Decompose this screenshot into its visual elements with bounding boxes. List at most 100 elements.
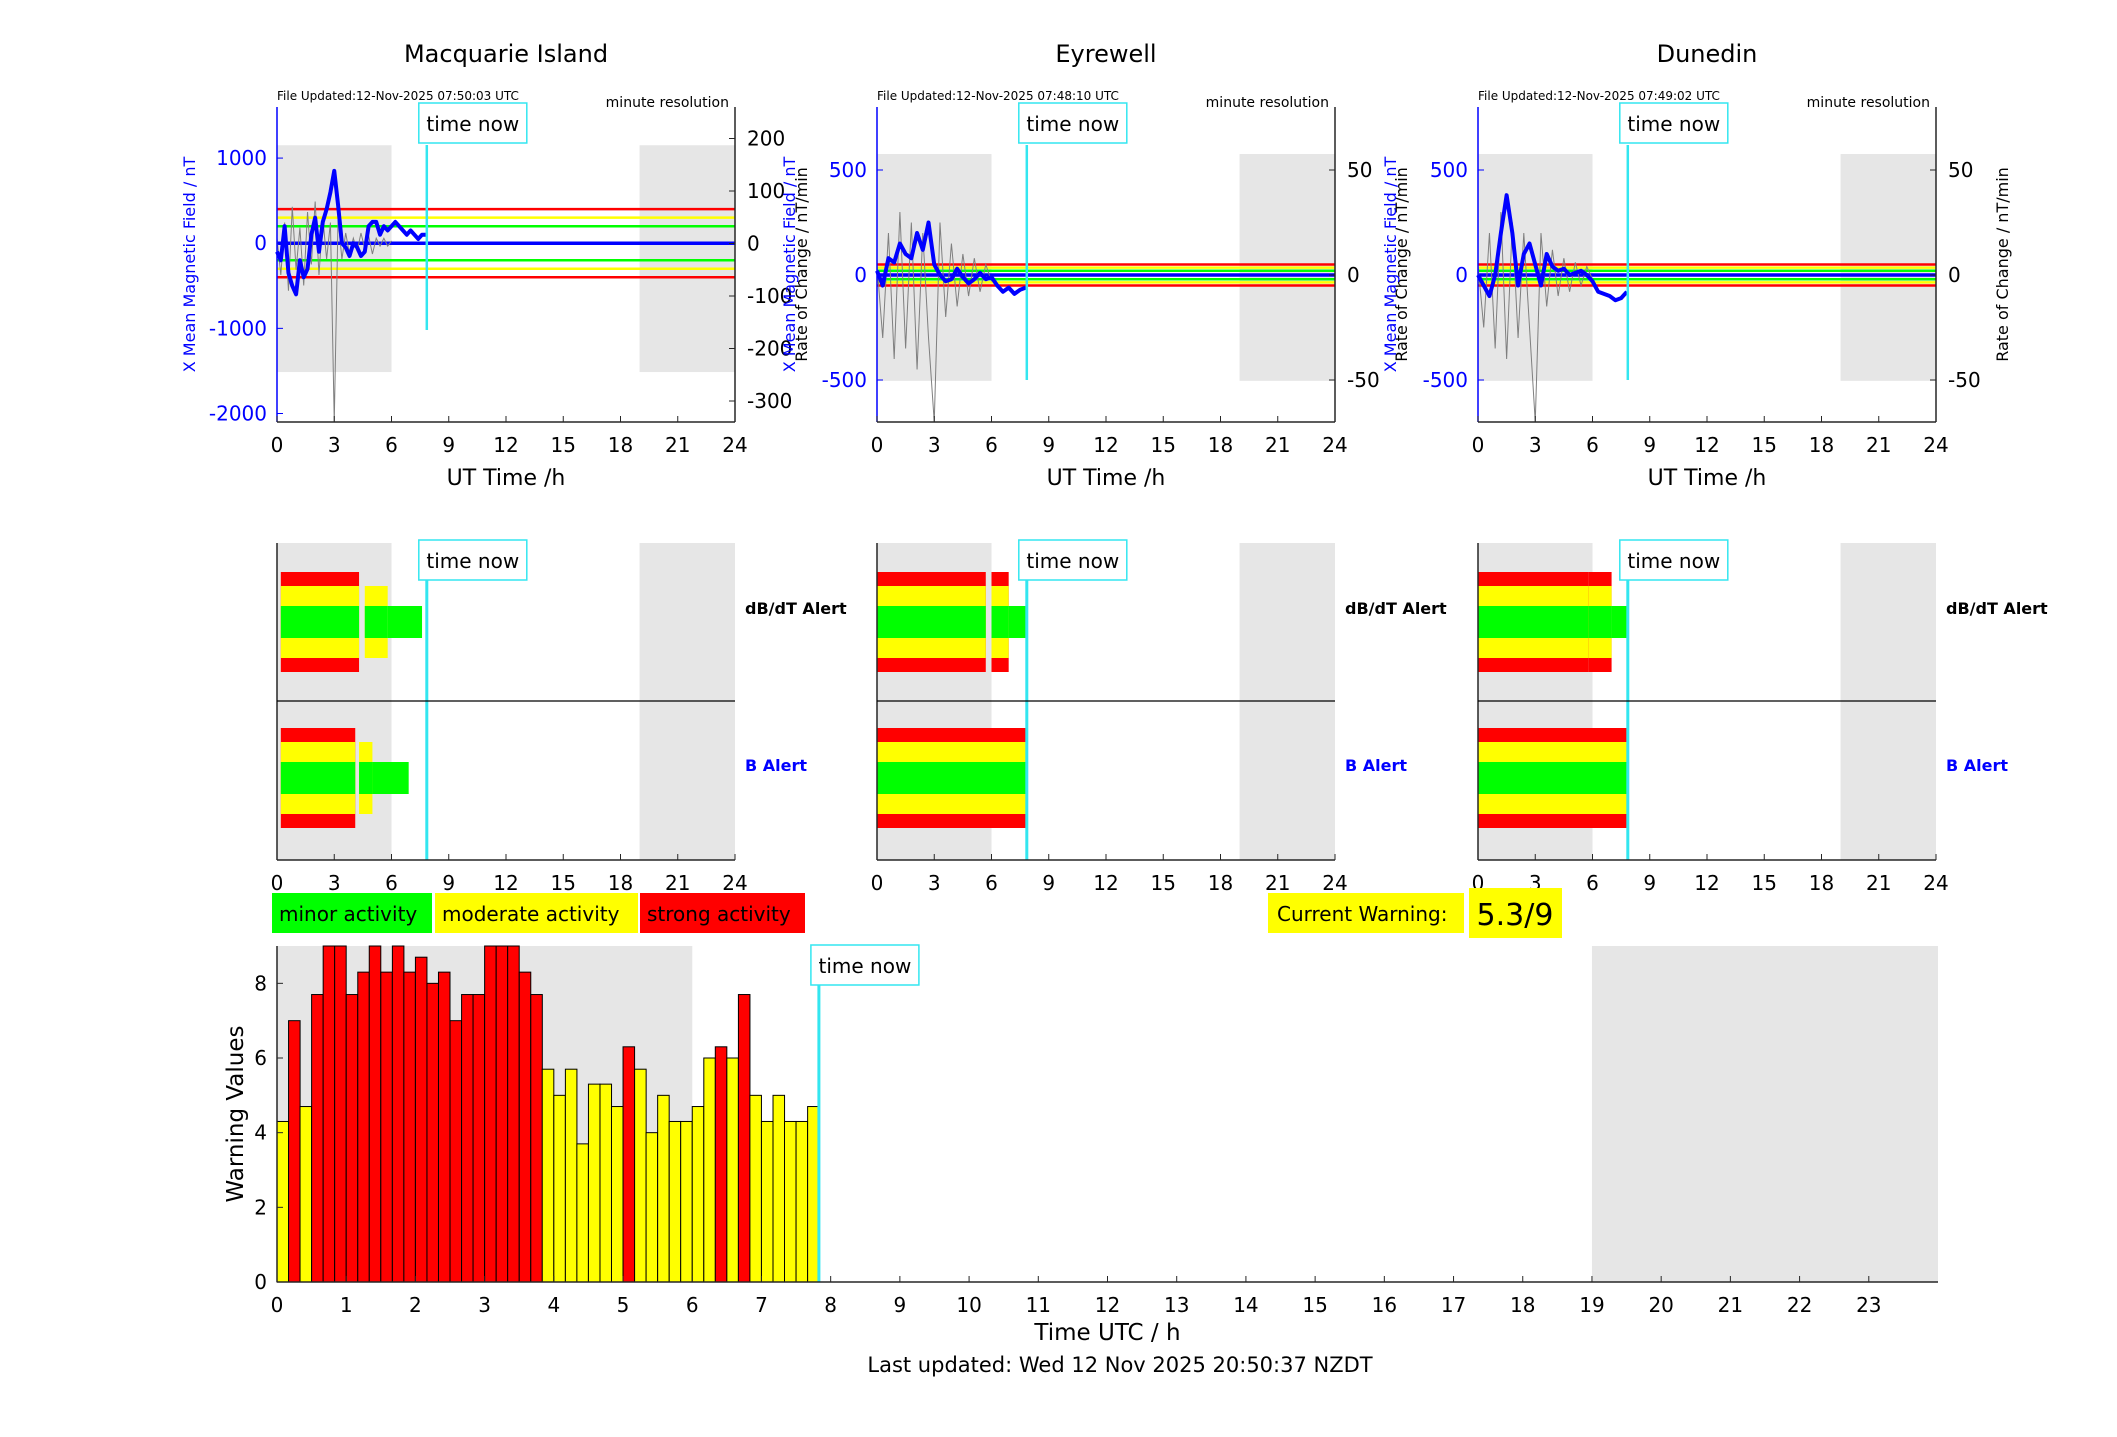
x-tick-label: 3 <box>1529 433 1542 457</box>
minor-alert-band <box>877 606 986 638</box>
left-tick-label: -2000 <box>209 401 267 425</box>
x-tick-label: 23 <box>1856 1293 1881 1317</box>
minor-alert-band <box>280 762 356 794</box>
warning-bar <box>610 1106 624 1283</box>
x-tick-label: 15 <box>1302 1293 1327 1317</box>
x-tick-label: 12 <box>1694 871 1719 895</box>
file-updated-text: File Updated:12-Nov-2025 07:49:02 UTC <box>1478 89 1720 103</box>
warning-bar <box>276 1120 290 1283</box>
x-tick-label: 18 <box>1208 871 1233 895</box>
warning-bar <box>288 1020 301 1283</box>
x-tick-label: 21 <box>665 433 690 457</box>
x-tick-label: 20 <box>1648 1293 1673 1317</box>
warning-bar <box>495 945 509 1283</box>
right-tick-label: 0 <box>1948 263 1961 287</box>
warning-bar <box>622 1046 636 1283</box>
station-title: Eyrewell <box>1055 40 1156 68</box>
minor-alert-band <box>1478 762 1627 794</box>
left-tick-label: 1000 <box>216 146 267 170</box>
left-axis-title: X Mean Magnetic Field / nT <box>180 157 199 373</box>
minor-alert-band <box>1478 606 1589 638</box>
minor-alert-band <box>280 606 360 638</box>
top-panels: Macquarie Island File Updated:12-Nov-2025… <box>180 40 2012 491</box>
x-tick-label: 18 <box>608 433 633 457</box>
right-tick-label: -300 <box>747 389 792 413</box>
x-tick-label: 3 <box>478 1293 491 1317</box>
dbdt-alert-label: dB/dT Alert <box>1946 599 2048 618</box>
x-tick-label: 15 <box>1151 871 1176 895</box>
x-tick-label: 15 <box>1151 433 1176 457</box>
x-tick-label: 3 <box>928 871 941 895</box>
x-tick-label: 24 <box>722 871 747 895</box>
x-tick-label: 22 <box>1787 1293 1812 1317</box>
x-tick-label: 9 <box>1643 433 1656 457</box>
warning-bar <box>760 1120 774 1283</box>
time-now-box <box>1018 102 1128 144</box>
right-axis-title: Rate of Change / nT/min <box>1392 167 1411 362</box>
left-tick-label: 0 <box>254 231 267 255</box>
time-now-box <box>418 102 528 144</box>
x-tick-label: 6 <box>385 433 398 457</box>
right-tick-label: 0 <box>1347 263 1360 287</box>
x-tick-label: 0 <box>271 871 284 895</box>
x-tick-label: 6 <box>686 1293 699 1317</box>
x-tick-label: 21 <box>1718 1293 1743 1317</box>
time-now-label: time now <box>1627 549 1720 573</box>
warning-bar <box>576 1143 589 1283</box>
x-tick-label: 21 <box>1866 433 1891 457</box>
x-tick-label: 17 <box>1441 1293 1466 1317</box>
x-tick-label: 6 <box>1586 433 1599 457</box>
y-tick-label: 4 <box>254 1121 267 1145</box>
warning-bar <box>299 1106 313 1283</box>
right-axis-title: Rate of Change / nT/min <box>1993 167 2012 362</box>
x-tick-label: 15 <box>1752 871 1777 895</box>
warning-bar <box>564 1068 578 1283</box>
legend-swatch <box>435 893 638 933</box>
warning-bar <box>784 1120 797 1283</box>
left-tick-label: -1000 <box>209 316 267 340</box>
right-tick-label: -50 <box>1948 368 1981 392</box>
x-tick-label: 14 <box>1233 1293 1258 1317</box>
minor-alert-band <box>364 606 388 638</box>
current-warning-value-box <box>1469 888 1562 938</box>
x-tick-label: 3 <box>928 433 941 457</box>
left-axis-title: X Mean Magnetic Field / nT <box>1381 157 1400 373</box>
x-tick-label: 11 <box>1026 1293 1051 1317</box>
warning-bar <box>322 945 336 1283</box>
x-tick-label: 12 <box>1093 433 1118 457</box>
dbdt-alert-label: dB/dT Alert <box>1345 599 1447 618</box>
x-tick-label: 0 <box>871 871 884 895</box>
time-now-label: time now <box>426 112 519 136</box>
y-axis-title: Warning Values <box>223 1025 249 1202</box>
magnetic-field-line <box>275 168 426 297</box>
warning-bar <box>703 1057 716 1283</box>
warning-bar <box>345 994 359 1283</box>
minor-alert-band <box>1611 606 1627 638</box>
time-now-box <box>1619 539 1729 581</box>
warning-bar <box>426 982 440 1283</box>
dbdt-alert-label: dB/dT Alert <box>745 599 847 618</box>
y-tick-label: 8 <box>254 971 267 995</box>
warning-bar <box>461 994 474 1283</box>
x-tick-label: 24 <box>1923 871 1948 895</box>
x-tick-label: 16 <box>1372 1293 1397 1317</box>
minor-alert-band <box>991 606 1009 638</box>
time-now-box <box>418 539 528 581</box>
x-tick-label: 8 <box>824 1293 837 1317</box>
left-axis-title: X Mean Magnetic Field / nT <box>780 157 799 373</box>
x-tick-label: 19 <box>1579 1293 1604 1317</box>
x-tick-label: 24 <box>722 433 747 457</box>
warning-bar <box>657 1094 670 1283</box>
x-tick-label: 18 <box>608 871 633 895</box>
left-tick-label: 500 <box>1430 158 1468 182</box>
station-panel: Dunedin File Updated:12-Nov-2025 07:49:02… <box>1381 40 2012 491</box>
warning-bar <box>472 994 486 1283</box>
x-tick-label: 12 <box>1093 871 1118 895</box>
time-now-label: time now <box>1026 549 1119 573</box>
x-tick-label: 7 <box>755 1293 768 1317</box>
current-warning-value: 5.3/9 <box>1477 898 1554 933</box>
left-tick-label: 0 <box>1455 263 1468 287</box>
right-tick-label: -200 <box>747 337 792 361</box>
x-tick-label: 6 <box>1586 871 1599 895</box>
